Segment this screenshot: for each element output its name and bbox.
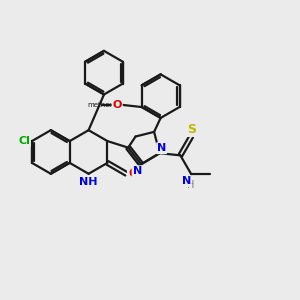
Text: O: O bbox=[112, 100, 122, 110]
Text: N: N bbox=[182, 176, 191, 186]
Text: NH: NH bbox=[79, 177, 98, 187]
Text: N: N bbox=[157, 143, 166, 153]
Text: S: S bbox=[187, 123, 196, 136]
Text: O: O bbox=[128, 167, 139, 180]
Text: H: H bbox=[187, 180, 194, 190]
Text: N: N bbox=[133, 166, 142, 176]
Text: methoxy: methoxy bbox=[87, 102, 118, 108]
Text: Cl: Cl bbox=[18, 136, 30, 146]
